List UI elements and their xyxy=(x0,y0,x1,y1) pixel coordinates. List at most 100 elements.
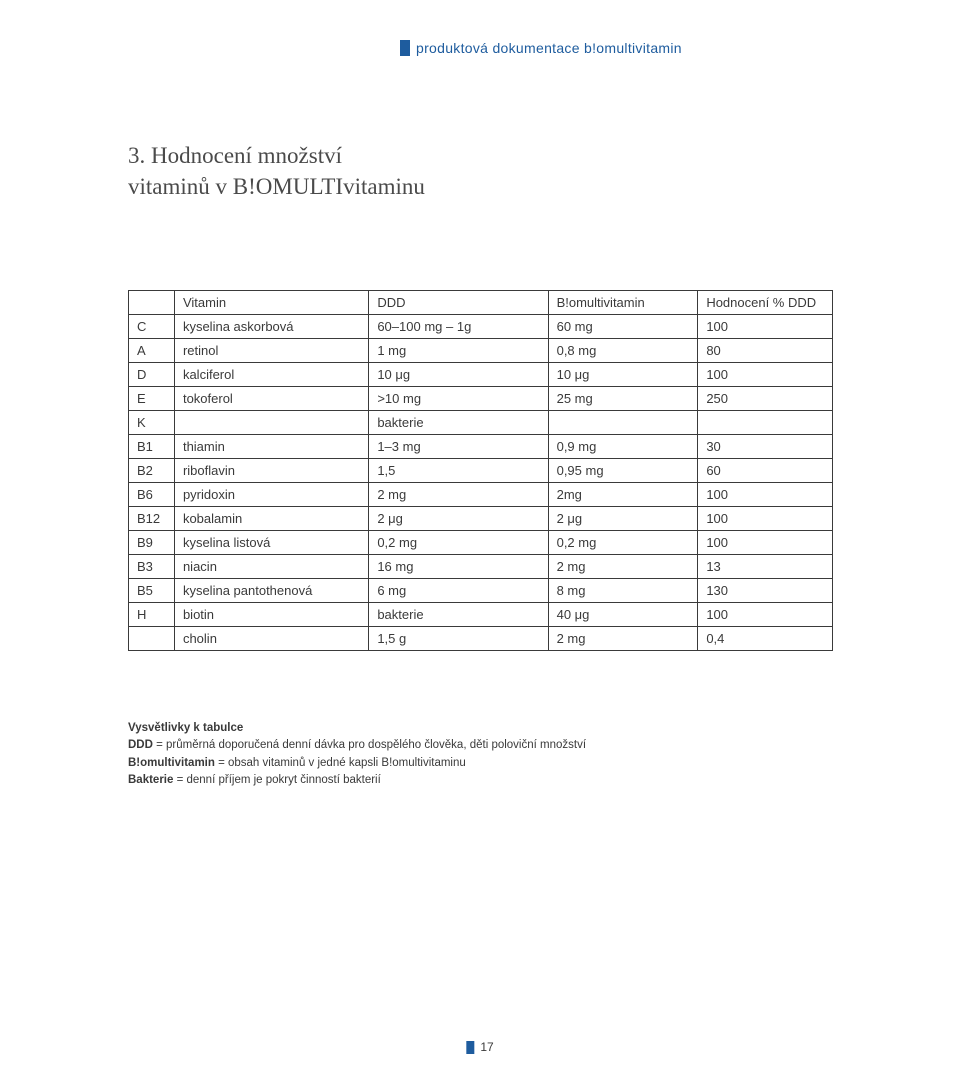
table-cell: 2 mg xyxy=(548,627,698,651)
table-row: Ckyselina askorbová60–100 mg – 1g60 mg10… xyxy=(129,315,833,339)
th-ddd: DDD xyxy=(369,291,548,315)
table-row: B1thiamin1–3 mg0,9 mg30 xyxy=(129,435,833,459)
legend-product-term: B!omultivitamin xyxy=(128,757,215,769)
table-cell xyxy=(174,411,368,435)
table-cell: 2 μg xyxy=(548,507,698,531)
table-cell: 100 xyxy=(698,507,833,531)
table-cell: pyridoxin xyxy=(174,483,368,507)
table-row: B3niacin16 mg2 mg13 xyxy=(129,555,833,579)
page-header: produktová dokumentace b!omultivitamin xyxy=(400,40,682,56)
table-cell: 60–100 mg – 1g xyxy=(369,315,548,339)
legend-ddd-desc: = průměrná doporučená denní dávka pro do… xyxy=(153,739,586,751)
table-body: Ckyselina askorbová60–100 mg – 1g60 mg10… xyxy=(129,315,833,651)
legend-heading: Vysvětlivky k tabulce xyxy=(128,720,586,737)
table-cell: 1–3 mg xyxy=(369,435,548,459)
table-cell: bakterie xyxy=(369,411,548,435)
th-code xyxy=(129,291,175,315)
table-cell: tokoferol xyxy=(174,387,368,411)
table-cell: 2 μg xyxy=(369,507,548,531)
legend-ddd-term: DDD xyxy=(128,739,153,751)
legend-line-bakterie: Bakterie = denní příjem je pokryt činnos… xyxy=(128,772,586,789)
table-row: B2riboflavin1,50,95 mg60 xyxy=(129,459,833,483)
table-row: B6pyridoxin2 mg2mg100 xyxy=(129,483,833,507)
header-marker xyxy=(400,40,410,56)
legend-line-product: B!omultivitamin = obsah vitaminů v jedné… xyxy=(128,755,586,772)
table-cell: 100 xyxy=(698,531,833,555)
table-cell xyxy=(698,411,833,435)
table-cell: 1,5 g xyxy=(369,627,548,651)
table-cell: 130 xyxy=(698,579,833,603)
legend-bakterie-term: Bakterie xyxy=(128,774,173,786)
table-row: Hbiotinbakterie40 μg100 xyxy=(129,603,833,627)
section-title: 3. Hodnocení množství vitaminů v B!OMULT… xyxy=(128,140,425,202)
table-row: B5kyselina pantothenová6 mg8 mg130 xyxy=(129,579,833,603)
table-cell: 13 xyxy=(698,555,833,579)
table-cell: 250 xyxy=(698,387,833,411)
table-cell: 2 mg xyxy=(548,555,698,579)
table-cell: kyselina listová xyxy=(174,531,368,555)
table-cell: 40 μg xyxy=(548,603,698,627)
table-cell: B12 xyxy=(129,507,175,531)
table-cell: cholin xyxy=(174,627,368,651)
page-number-marker xyxy=(466,1041,474,1054)
table-cell: 60 xyxy=(698,459,833,483)
table-cell: kyselina pantothenová xyxy=(174,579,368,603)
legend-bakterie-desc: = denní příjem je pokryt činností bakter… xyxy=(173,774,380,786)
table-row: B12kobalamin2 μg2 μg100 xyxy=(129,507,833,531)
title-line-1: 3. Hodnocení množství xyxy=(128,143,342,168)
table-cell: 100 xyxy=(698,483,833,507)
vitamin-table: Vitamin DDD B!omultivitamin Hodnocení % … xyxy=(128,290,833,651)
table-row: Etokoferol>10 mg25 mg250 xyxy=(129,387,833,411)
table-cell: 1,5 xyxy=(369,459,548,483)
table-cell: kobalamin xyxy=(174,507,368,531)
table-cell: B5 xyxy=(129,579,175,603)
table-cell: 10 μg xyxy=(548,363,698,387)
table-cell: B6 xyxy=(129,483,175,507)
table-cell: E xyxy=(129,387,175,411)
table-cell: 25 mg xyxy=(548,387,698,411)
table-cell: biotin xyxy=(174,603,368,627)
th-product: B!omultivitamin xyxy=(548,291,698,315)
table-cell: 2 mg xyxy=(369,483,548,507)
title-line-2: vitaminů v B!OMULTIvitaminu xyxy=(128,174,425,199)
table-row: cholin1,5 g2 mg0,4 xyxy=(129,627,833,651)
table-cell: B2 xyxy=(129,459,175,483)
table-cell: >10 mg xyxy=(369,387,548,411)
table-cell: K xyxy=(129,411,175,435)
table-row: B9kyselina listová0,2 mg0,2 mg100 xyxy=(129,531,833,555)
table-cell xyxy=(548,411,698,435)
table-cell: 6 mg xyxy=(369,579,548,603)
table-cell: C xyxy=(129,315,175,339)
page-number-wrap: 17 xyxy=(466,1040,493,1054)
table-cell: 2mg xyxy=(548,483,698,507)
table-cell: bakterie xyxy=(369,603,548,627)
table-cell: 0,2 mg xyxy=(369,531,548,555)
th-vitamin: Vitamin xyxy=(174,291,368,315)
table-row: Kbakterie xyxy=(129,411,833,435)
table-cell: B9 xyxy=(129,531,175,555)
table-cell: 0,2 mg xyxy=(548,531,698,555)
legend-line-ddd: DDD = průměrná doporučená denní dávka pr… xyxy=(128,737,586,754)
table-cell: 1 mg xyxy=(369,339,548,363)
table-cell: H xyxy=(129,603,175,627)
table-cell: A xyxy=(129,339,175,363)
table-cell: B1 xyxy=(129,435,175,459)
table-cell: 0,8 mg xyxy=(548,339,698,363)
table-cell: 80 xyxy=(698,339,833,363)
table-cell: D xyxy=(129,363,175,387)
table-row: Aretinol1 mg0,8 mg80 xyxy=(129,339,833,363)
table-legend: Vysvětlivky k tabulce DDD = průměrná dop… xyxy=(128,720,586,789)
table-cell xyxy=(129,627,175,651)
table-cell: B3 xyxy=(129,555,175,579)
table-header-row: Vitamin DDD B!omultivitamin Hodnocení % … xyxy=(129,291,833,315)
table-cell: 100 xyxy=(698,363,833,387)
table-row: Dkalciferol10 μg10 μg100 xyxy=(129,363,833,387)
table-cell: 0,95 mg xyxy=(548,459,698,483)
table-cell: retinol xyxy=(174,339,368,363)
table-cell: 8 mg xyxy=(548,579,698,603)
table-cell: 0,9 mg xyxy=(548,435,698,459)
table-cell: niacin xyxy=(174,555,368,579)
table-cell: 30 xyxy=(698,435,833,459)
table-cell: 0,4 xyxy=(698,627,833,651)
table-cell: kyselina askorbová xyxy=(174,315,368,339)
